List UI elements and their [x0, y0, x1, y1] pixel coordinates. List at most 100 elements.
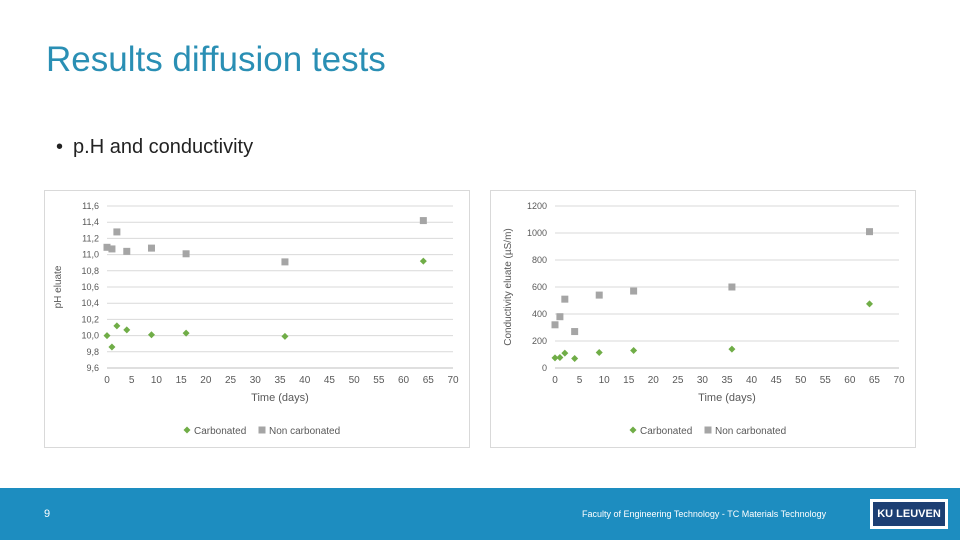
- y-tick-label: 10,2: [81, 314, 99, 324]
- legend-non-carbonated-label: Non carbonated: [269, 426, 340, 437]
- x-tick-label: 10: [599, 375, 611, 386]
- legend-carbonated-label: Carbonated: [194, 426, 246, 437]
- x-tick-label: 15: [176, 375, 188, 386]
- non-carbonated-point: [108, 245, 116, 253]
- carbonated-point: [103, 332, 111, 340]
- x-tick-label: 65: [869, 375, 881, 386]
- x-tick-label: 45: [324, 375, 336, 386]
- bullet-item: • p.H and conductivity: [56, 136, 253, 159]
- legend-non-carbonated-label: Non carbonated: [715, 426, 786, 437]
- non-carbonated-point: [551, 321, 559, 329]
- ph-chart-svg: 9,6 9,8 10,0 10,2 10,4 10,6 10,8 11,0 11,2 11,4 11…: [53, 201, 459, 437]
- y-axis-label: Conductivity eluate (µS/m): [503, 228, 514, 345]
- legend-non-carbonated-marker: [258, 426, 266, 434]
- x-tick-label: 20: [200, 375, 212, 386]
- footer-text: Faculty of Engineering Technology - TC M…: [582, 509, 827, 519]
- non-carbonated-point: [419, 217, 427, 225]
- carbonated-point: [561, 349, 569, 357]
- y-tick-label: 11,2: [82, 233, 99, 243]
- y-tick-label: 10,0: [81, 331, 99, 341]
- x-tick-label: 70: [447, 375, 459, 386]
- x-tick-label: 5: [577, 375, 583, 386]
- y-tick-label: 11,0: [82, 250, 99, 260]
- y-tick-label: 400: [532, 309, 547, 319]
- y-tick-label: 11,4: [82, 217, 99, 227]
- carbonated-point: [419, 257, 427, 265]
- non-carbonated-point: [281, 258, 289, 266]
- non-carbonated-point: [123, 247, 131, 255]
- x-axis-label: Time (days): [698, 392, 756, 404]
- x-tick-label: 50: [795, 375, 807, 386]
- x-tick-label: 0: [552, 375, 558, 386]
- y-tick-label: 10,6: [81, 282, 99, 292]
- x-tick-label: 10: [151, 375, 163, 386]
- y-tick-label: 600: [532, 282, 547, 292]
- page-number: 9: [44, 508, 51, 520]
- x-tick-label: 45: [771, 375, 783, 386]
- x-tick-label: 30: [697, 375, 709, 386]
- x-tick-label: 5: [129, 375, 135, 386]
- legend-carbonated-label: Carbonated: [640, 426, 692, 437]
- non-carbonated-point: [147, 244, 155, 252]
- x-tick-label: 50: [349, 375, 361, 386]
- x-tick-label: 25: [672, 375, 684, 386]
- x-tick-label: 35: [721, 375, 733, 386]
- non-carbonated-point: [595, 291, 603, 299]
- y-tick-label: 200: [532, 336, 547, 346]
- y-tick-label: 1000: [527, 228, 547, 238]
- x-tick-label: 65: [423, 375, 435, 386]
- x-tick-label: 35: [274, 375, 286, 386]
- non-carbonated-point: [556, 313, 564, 321]
- legend-carbonated-marker: [183, 426, 191, 434]
- x-tick-label: 55: [820, 375, 832, 386]
- legend-carbonated-marker: [629, 426, 637, 434]
- x-tick-label: 40: [746, 375, 758, 386]
- x-tick-label: 25: [225, 375, 237, 386]
- y-axis-label: pH eluate: [53, 265, 64, 308]
- x-tick-label: 20: [648, 375, 660, 386]
- carbonated-point: [595, 348, 603, 356]
- carbonated-point: [113, 322, 121, 330]
- non-carbonated-point: [866, 228, 874, 236]
- carbonated-point: [571, 355, 579, 363]
- non-carbonated-point: [571, 328, 579, 336]
- carbonated-point: [123, 326, 131, 334]
- carbonated-point: [556, 353, 564, 361]
- x-tick-label: 70: [893, 375, 905, 386]
- conductivity-chart: 0 200 400 600 800 1000 1200 0 5 10 15 20 25 30 35 40 45 5…: [490, 190, 916, 448]
- non-carbonated-point: [182, 250, 190, 258]
- conductivity-chart-svg: 0 200 400 600 800 1000 1200 0 5 10 15 20 25 30 35 40 45 5…: [503, 201, 905, 437]
- ku-leuven-logo: KU LEUVEN: [870, 499, 948, 529]
- y-tick-label: 800: [532, 255, 547, 265]
- x-tick-label: 15: [623, 375, 635, 386]
- ph-chart: 9,6 9,8 10,0 10,2 10,4 10,6 10,8 11,0 11,2 11,4 11…: [44, 190, 470, 448]
- bullet-text: p.H and conductivity: [73, 136, 254, 158]
- y-tick-label: 10,4: [81, 298, 99, 308]
- non-carbonated-point: [728, 283, 736, 291]
- x-tick-label: 55: [373, 375, 385, 386]
- slide-title: Results diffusion tests: [46, 40, 386, 79]
- x-tick-label: 60: [844, 375, 856, 386]
- y-tick-label: 10,8: [81, 266, 99, 276]
- bullet-symbol: •: [56, 136, 64, 158]
- non-carbonated-point: [103, 243, 111, 251]
- y-tick-label: 9,8: [86, 347, 99, 357]
- carbonated-point: [108, 343, 116, 351]
- carbonated-point: [728, 345, 736, 353]
- carbonated-point: [630, 346, 638, 354]
- logo-text: KU LEUVEN: [873, 502, 945, 526]
- carbonated-point: [551, 354, 559, 362]
- carbonated-point: [147, 331, 155, 339]
- footer-bar: 9 Faculty of Engineering Technology - TC…: [0, 488, 960, 540]
- non-carbonated-point: [630, 287, 638, 295]
- x-tick-label: 30: [250, 375, 262, 386]
- non-carbonated-point: [561, 295, 569, 303]
- x-axis-label: Time (days): [251, 392, 309, 404]
- x-tick-label: 0: [104, 375, 110, 386]
- carbonated-point: [281, 332, 289, 340]
- y-tick-label: 9,6: [86, 363, 99, 373]
- carbonated-point: [182, 329, 190, 337]
- x-tick-label: 60: [398, 375, 410, 386]
- x-tick-label: 40: [299, 375, 311, 386]
- non-carbonated-point: [113, 228, 121, 236]
